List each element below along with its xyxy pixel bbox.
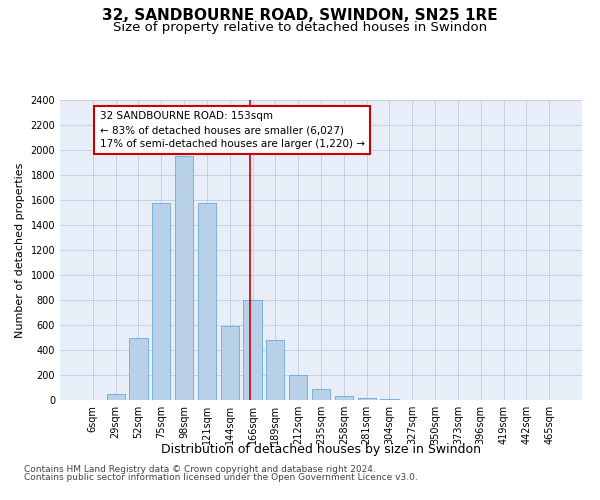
Text: Size of property relative to detached houses in Swindon: Size of property relative to detached ho… — [113, 21, 487, 34]
Bar — [289, 375, 307, 400]
Bar — [175, 156, 193, 400]
Text: Contains public sector information licensed under the Open Government Licence v3: Contains public sector information licen… — [24, 473, 418, 482]
Bar — [130, 338, 148, 400]
Bar — [152, 202, 170, 400]
Bar — [244, 300, 262, 400]
Text: Distribution of detached houses by size in Swindon: Distribution of detached houses by size … — [161, 442, 481, 456]
Bar — [358, 398, 376, 400]
Bar — [335, 396, 353, 400]
Bar — [198, 202, 216, 400]
Text: 32, SANDBOURNE ROAD, SWINDON, SN25 1RE: 32, SANDBOURNE ROAD, SWINDON, SN25 1RE — [102, 8, 498, 22]
Bar — [312, 389, 330, 400]
Bar — [107, 394, 125, 400]
Text: Contains HM Land Registry data © Crown copyright and database right 2024.: Contains HM Land Registry data © Crown c… — [24, 465, 376, 474]
Text: 32 SANDBOURNE ROAD: 153sqm
← 83% of detached houses are smaller (6,027)
17% of s: 32 SANDBOURNE ROAD: 153sqm ← 83% of deta… — [100, 112, 365, 149]
Bar — [266, 340, 284, 400]
Y-axis label: Number of detached properties: Number of detached properties — [15, 162, 25, 338]
Bar — [221, 326, 239, 400]
